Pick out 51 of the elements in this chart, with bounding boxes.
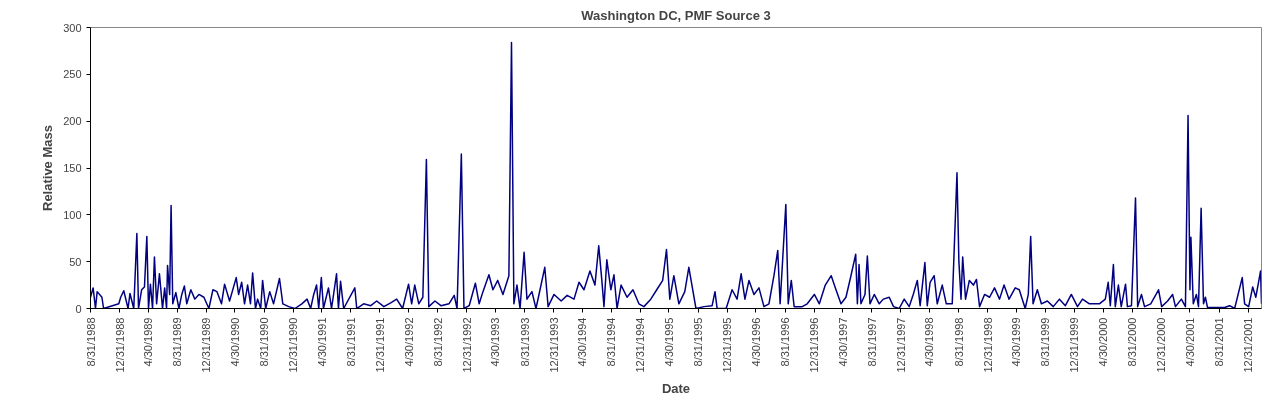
x-tick-label: 4/30/1996 xyxy=(749,317,762,367)
x-tick-label: 4/30/1997 xyxy=(836,317,849,367)
x-tick-label: 8/31/1993 xyxy=(518,317,531,367)
x-tick-label: 4/30/1992 xyxy=(402,317,415,367)
x-tick-label: 12/31/1999 xyxy=(1068,317,1081,373)
y-tick-label: 0 xyxy=(75,302,82,315)
chart-title: Washington DC, PMF Source 3 xyxy=(581,7,771,23)
x-tick-label: 8/31/1997 xyxy=(865,317,878,367)
x-tick-label: 12/31/1998 xyxy=(981,317,994,373)
x-tick-label: 8/31/1999 xyxy=(1039,317,1052,367)
x-tick-label: 4/30/1989 xyxy=(142,317,155,367)
x-tick-label: 4/30/1995 xyxy=(662,317,675,367)
x-tick-label: 4/30/1998 xyxy=(923,317,936,367)
x-tick-label: 12/31/1992 xyxy=(460,317,473,373)
x-axis-title: Date xyxy=(661,380,691,396)
x-tick-label: 8/31/1990 xyxy=(258,317,271,367)
x-tick-label: 12/31/1996 xyxy=(808,317,821,373)
x-tick-label: 4/30/1999 xyxy=(1010,317,1023,367)
x-tick-label: 4/30/1994 xyxy=(576,317,589,367)
x-tick-label: 4/30/2000 xyxy=(1097,317,1110,367)
x-tick-label: 8/31/1994 xyxy=(605,317,618,367)
x-tick-label: 8/31/1998 xyxy=(952,317,965,367)
x-tick-label: 8/31/1991 xyxy=(344,317,357,367)
x-tick-label: 8/31/1988 xyxy=(84,317,97,367)
y-tick-label: 200 xyxy=(63,115,82,128)
x-tick-label: 4/30/1990 xyxy=(228,317,241,367)
y-axis-title: Relative Mass xyxy=(40,125,56,211)
x-tick-label: 8/31/2000 xyxy=(1126,317,1139,367)
x-tick-label: 12/31/2000 xyxy=(1155,317,1168,373)
x-tick-label: 12/31/1993 xyxy=(547,317,560,373)
y-tick-label: 100 xyxy=(63,208,82,221)
x-tick-label: 8/31/1996 xyxy=(779,317,792,367)
y-tick-label: 150 xyxy=(63,162,82,174)
x-tick-label: 12/31/1989 xyxy=(200,317,213,373)
x-tick-label: 4/30/1993 xyxy=(489,317,502,367)
y-tick-label: 250 xyxy=(63,68,82,81)
x-tick-label: 12/31/2001 xyxy=(1242,317,1255,373)
x-tick-label: 12/31/1990 xyxy=(287,317,300,373)
x-tick-label: 8/31/1989 xyxy=(171,317,184,367)
x-tick-label: 8/31/1995 xyxy=(692,317,705,367)
x-tick-label: 12/31/1997 xyxy=(894,317,907,373)
x-tick-label: 12/31/1988 xyxy=(113,317,126,373)
x-tick-label: 4/30/1991 xyxy=(315,317,328,367)
x-tick-label: 12/31/1991 xyxy=(373,317,386,373)
x-tick-label: 4/30/2001 xyxy=(1183,317,1196,367)
x-tick-label: 12/31/1994 xyxy=(634,317,647,373)
x-tick-label: 12/31/1995 xyxy=(721,317,734,373)
y-tick-label: 50 xyxy=(69,255,82,268)
x-tick-label: 8/31/2001 xyxy=(1213,317,1226,367)
y-tick-label: 300 xyxy=(63,21,82,34)
x-tick-label: 8/31/1992 xyxy=(431,317,444,367)
